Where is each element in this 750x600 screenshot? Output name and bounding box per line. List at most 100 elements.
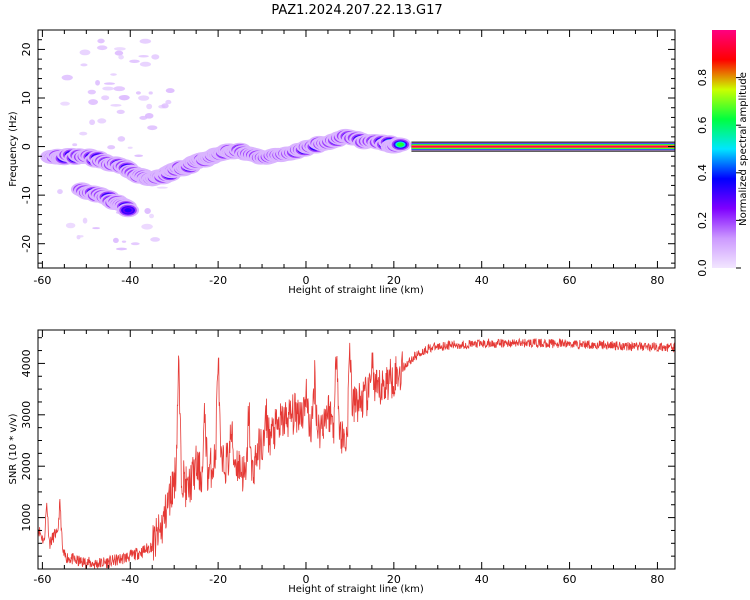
spectrogram-speckle — [79, 131, 88, 136]
y-tick-label: -10 — [20, 186, 33, 204]
snr-background — [38, 330, 675, 569]
spectrogram-frame — [37, 29, 676, 269]
x-tick-label: 60 — [563, 573, 577, 586]
spectrogram-x-axis-title: Height of straight line (km) — [288, 285, 424, 296]
y-tick-label: 10 — [20, 91, 33, 105]
x-tick-label: -40 — [121, 573, 139, 586]
x-tick-label: -20 — [209, 573, 227, 586]
y-tick-label: 4000 — [20, 349, 33, 377]
y-tick-label: 0 — [20, 143, 33, 150]
snr-y-ticks: 1000 2000 3000 4000 — [20, 337, 675, 570]
spectrogram-speckle — [112, 237, 119, 243]
spectrogram-speckle — [118, 94, 130, 101]
x-tick-label: 60 — [563, 274, 577, 287]
x-tick-label: 0 — [302, 573, 309, 586]
spectrogram-speckle — [79, 49, 91, 56]
spectrogram-speckle — [97, 38, 105, 44]
spectrogram-speckle — [138, 95, 150, 101]
figure-title: PAZ1.2024.207.22.13.G17 — [271, 3, 442, 18]
x-tick-label: 20 — [387, 573, 401, 586]
y-tick-label: 1000 — [20, 504, 33, 532]
spectrogram-speckle — [165, 99, 172, 105]
spectrogram-speckle — [130, 242, 140, 246]
x-tick-label: -20 — [209, 274, 227, 287]
spectrogram-speckle — [107, 145, 116, 150]
spectrogram-speckle — [165, 88, 175, 94]
x-tick-label: -60 — [33, 573, 51, 586]
x-tick-label: -40 — [121, 274, 139, 287]
spectrogram-speckle — [150, 237, 161, 242]
spectrogram-speckle — [102, 86, 114, 91]
spectrogram-speckle — [72, 143, 78, 147]
spectrogram-speckle — [151, 54, 160, 60]
spectrogram-speckle — [96, 45, 108, 51]
spectrogram-speckle — [57, 189, 63, 195]
x-tick-label: 20 — [387, 274, 401, 287]
spectrogram-speckle — [80, 63, 88, 67]
spectrogram-speckle — [92, 227, 101, 230]
snr-frame — [37, 329, 676, 570]
spectrogram-speckle — [121, 240, 127, 243]
spectrogram-speckle — [139, 61, 152, 67]
spectrogram-speckle — [141, 223, 153, 230]
spectrogram-heatmap — [40, 38, 675, 251]
colorbar-tick-label: 0.0 — [696, 259, 709, 277]
colorbar-tick-label: 0.4 — [696, 164, 709, 182]
snr-y-axis-title: SNR (10 * v/v) — [8, 413, 19, 484]
spectrogram-speckle — [103, 82, 116, 85]
spectrogram-speckle — [139, 38, 152, 44]
snr-x-axis-title: Height of straight line (km) — [288, 584, 424, 595]
spectrogram-panel: -60 -40 -20 0 20 40 60 80 -20 -10 0 10 20 Height of… — [8, 29, 676, 296]
spectrogram-speckle — [115, 247, 128, 251]
x-tick-label: 40 — [475, 274, 489, 287]
colorbar-tick-label: 0.6 — [696, 116, 709, 134]
colorbar-gradient — [712, 30, 736, 268]
spectrogram-speckle — [89, 119, 96, 126]
y-tick-label: 20 — [20, 42, 33, 56]
spectrogram-speckle — [87, 89, 96, 95]
spectrogram-ridge-cell — [124, 208, 132, 213]
x-tick-label: 0 — [302, 274, 309, 287]
colorbar-tick-label: 0.2 — [696, 212, 709, 230]
colorbar-tick-label: 0.8 — [696, 69, 709, 87]
spectrogram-speckle — [97, 118, 107, 124]
snr-series-line — [37, 337, 676, 569]
spectrogram-tone-band — [411, 145, 675, 148]
colorbar: 0.0 0.2 0.4 0.6 0.8 Normalized spectral ampl… — [696, 30, 749, 277]
spectrogram-speckle — [135, 91, 141, 95]
spectrogram-speckle — [146, 103, 153, 110]
spectrogram-speckle — [147, 125, 158, 131]
x-tick-label: 40 — [475, 573, 489, 586]
spectrogram-speckle — [61, 74, 73, 81]
spectrogram-speckle — [134, 154, 144, 158]
spectrogram-speckle — [113, 47, 126, 51]
spectrogram-speckle — [95, 79, 100, 86]
colorbar-label: Normalized spectral amplitude — [738, 72, 749, 226]
spectrogram-speckle — [118, 54, 124, 60]
spectrogram-speckle — [156, 186, 169, 189]
spectrogram-speckle — [149, 213, 154, 219]
x-tick-label: 80 — [650, 274, 664, 287]
colorbar-ticks: 0.0 0.2 0.4 0.6 0.8 — [696, 69, 741, 277]
spectrogram-speckle — [65, 222, 76, 229]
spectrogram-speckle — [101, 95, 110, 101]
x-tick-label: -60 — [33, 274, 51, 287]
spectrogram-ridge-cell — [396, 142, 405, 147]
spectrogram-speckle — [60, 101, 70, 106]
y-tick-label: -20 — [20, 235, 33, 253]
snr-x-ticks: -60 -40 -20 0 20 40 60 80 — [33, 330, 664, 586]
spectrogram-speckle — [78, 235, 84, 238]
spectrogram-speckle — [138, 55, 149, 58]
spectrogram-y-ticks: -20 -10 0 10 20 — [20, 29, 675, 264]
spectrogram-speckle — [161, 103, 169, 109]
snr-panel: -60 -40 -20 0 20 40 60 80 1000 2000 3000 4000 Heig… — [8, 329, 676, 595]
spectrogram-speckle — [110, 73, 117, 76]
spectrogram-speckle — [144, 208, 151, 214]
x-tick-label: 80 — [650, 573, 664, 586]
spectrogram-speckle — [114, 50, 124, 56]
spectrogram-speckle — [148, 91, 153, 95]
spectrogram-speckle — [116, 109, 125, 114]
spectrogram-x-ticks: -60 -40 -20 0 20 40 60 80 — [33, 30, 664, 287]
